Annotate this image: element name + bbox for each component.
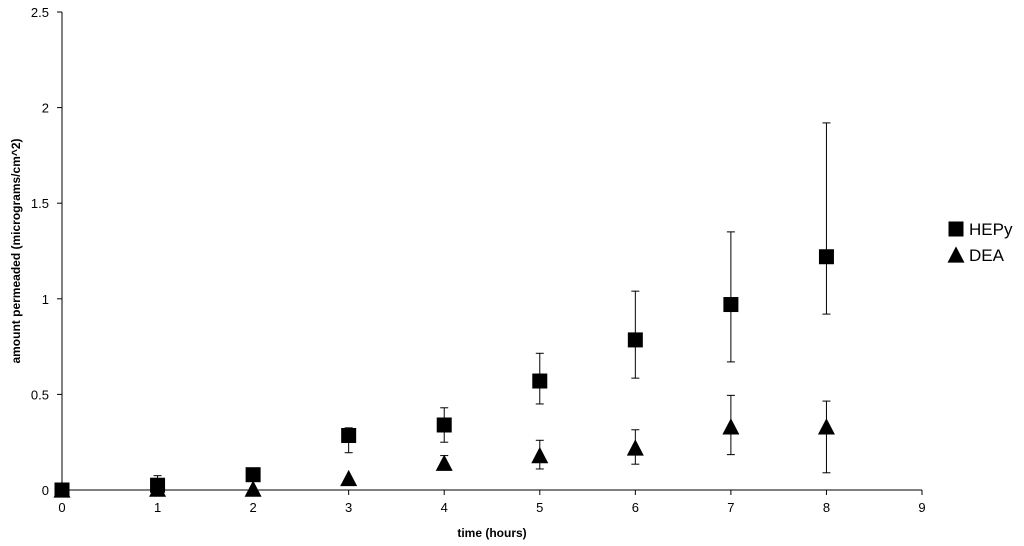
data-point-triangle	[435, 454, 453, 471]
x-axis: 0 1 2 3 4 5 6 7 8 9	[58, 489, 926, 515]
x-tick-label: 8	[823, 500, 830, 515]
x-tick-label: 1	[154, 500, 161, 515]
x-tick-label: 5	[536, 500, 543, 515]
x-tick-label: 7	[727, 500, 734, 515]
legend-square-icon	[948, 221, 964, 237]
x-tick-label: 0	[58, 500, 65, 515]
data-point-triangle	[817, 418, 835, 435]
x-axis-title: time (hours)	[457, 526, 526, 540]
x-tick-label: 9	[918, 500, 925, 515]
error-bar	[822, 122, 831, 315]
data-point-square	[245, 467, 261, 483]
data-point-triangle	[626, 439, 644, 456]
y-tick-label: 0	[42, 483, 49, 498]
data-point-triangle	[531, 446, 549, 464]
error-bar	[726, 231, 735, 363]
legend-item: HEPy	[948, 220, 1013, 239]
data-point-square	[532, 373, 548, 389]
y-axis-title: amount permeaded (micrograms/cm^2)	[9, 138, 23, 363]
data-point-triangle	[340, 469, 358, 487]
error-bar	[822, 400, 831, 474]
legend-item: DEA	[947, 246, 1005, 265]
data-point-square	[723, 297, 739, 313]
x-tick-label: 6	[632, 500, 639, 515]
x-tick-label: 3	[345, 500, 352, 515]
legend: HEPy DEA	[947, 220, 1013, 265]
data-point-square	[436, 417, 452, 433]
data-point-square	[627, 332, 643, 348]
y-tick-label: 1.5	[31, 196, 49, 211]
data-point-triangle	[244, 480, 262, 497]
data-point-triangle	[722, 418, 740, 435]
x-tick-label: 2	[249, 500, 256, 515]
legend-label: HEPy	[969, 220, 1013, 239]
data-point-triangle	[149, 480, 167, 497]
data-point-triangle	[53, 481, 71, 498]
y-tick-label: 2	[42, 101, 49, 116]
y-axis: 0 0.5 1 1.5 2 2.5	[31, 5, 63, 498]
x-tick-label: 4	[441, 500, 448, 515]
data-point-square	[818, 249, 834, 265]
y-tick-label: 2.5	[31, 5, 49, 20]
legend-triangle-icon	[947, 246, 965, 263]
y-tick-label: 0.5	[31, 387, 49, 402]
data-point-square	[341, 428, 357, 444]
y-tick-label: 1	[42, 292, 49, 307]
data-points	[53, 249, 835, 498]
legend-label: DEA	[969, 246, 1005, 265]
